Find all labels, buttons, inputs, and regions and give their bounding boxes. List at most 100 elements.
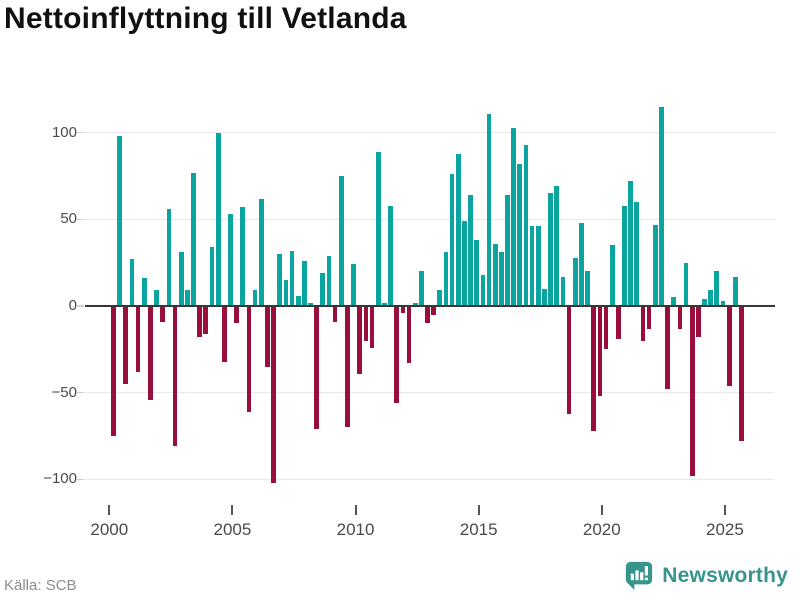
y-axis-label: 0 bbox=[68, 297, 77, 314]
bar bbox=[412, 302, 418, 306]
bar bbox=[665, 306, 670, 390]
bar bbox=[117, 136, 123, 306]
bar bbox=[437, 290, 443, 306]
bar bbox=[671, 297, 677, 306]
y-axis-tick bbox=[77, 391, 84, 394]
bar bbox=[443, 252, 449, 306]
bar bbox=[425, 306, 430, 324]
bar bbox=[185, 290, 190, 306]
bar bbox=[677, 306, 683, 329]
bar bbox=[246, 306, 252, 412]
bar bbox=[129, 259, 135, 306]
bar bbox=[720, 300, 726, 306]
bar bbox=[418, 271, 424, 306]
bar bbox=[585, 271, 590, 306]
x-axis-label: 2000 bbox=[90, 520, 129, 539]
bar bbox=[462, 221, 467, 306]
x-axis-tick bbox=[600, 505, 603, 515]
bar bbox=[702, 299, 707, 306]
bar bbox=[363, 306, 369, 341]
bar bbox=[160, 306, 166, 322]
bar bbox=[148, 306, 153, 400]
x-axis-label: 2020 bbox=[582, 520, 621, 539]
gridline bbox=[85, 391, 775, 394]
bar bbox=[548, 193, 553, 306]
bar bbox=[511, 127, 517, 306]
bar bbox=[597, 306, 603, 397]
x-axis-tick bbox=[108, 505, 111, 515]
bar bbox=[560, 276, 566, 306]
y-axis-tick bbox=[77, 478, 84, 481]
bar bbox=[215, 132, 221, 306]
y-axis-label: 100 bbox=[51, 123, 77, 141]
chart-title: Nettoinflyttning till Vetlanda bbox=[4, 2, 407, 35]
y-axis-tick bbox=[77, 305, 84, 307]
bar bbox=[382, 302, 387, 306]
bar bbox=[726, 306, 732, 386]
bar bbox=[732, 276, 738, 306]
bar bbox=[449, 174, 455, 306]
bar bbox=[603, 306, 609, 350]
bar bbox=[609, 245, 615, 306]
bar bbox=[258, 198, 264, 306]
bar bbox=[191, 172, 196, 306]
bar bbox=[178, 252, 184, 306]
bar bbox=[640, 306, 646, 341]
bar bbox=[739, 306, 744, 442]
bar bbox=[492, 243, 498, 306]
bar bbox=[203, 306, 209, 334]
bar bbox=[221, 306, 227, 362]
x-axis-tick bbox=[723, 505, 726, 515]
bar bbox=[154, 290, 159, 306]
y-axis-label: −50 bbox=[51, 383, 77, 401]
bar bbox=[271, 306, 276, 483]
y-axis-label: 50 bbox=[60, 210, 77, 228]
y-axis-tick bbox=[77, 218, 84, 221]
source-attribution: Källa: SCB bbox=[4, 577, 77, 594]
bar bbox=[209, 247, 215, 306]
bar bbox=[406, 306, 412, 364]
bar bbox=[283, 280, 289, 306]
bar bbox=[400, 306, 406, 313]
bar bbox=[277, 254, 283, 306]
bar bbox=[634, 202, 640, 306]
bar bbox=[529, 226, 535, 306]
bar bbox=[615, 306, 621, 339]
bar bbox=[689, 306, 695, 476]
bar bbox=[708, 290, 714, 306]
bar bbox=[652, 224, 658, 306]
x-axis-label: 2005 bbox=[213, 520, 252, 539]
x-axis-tick bbox=[477, 505, 480, 515]
bar bbox=[480, 274, 486, 306]
bar bbox=[696, 306, 701, 338]
bar bbox=[172, 306, 178, 447]
bar bbox=[357, 306, 363, 374]
bar bbox=[302, 260, 307, 306]
gridline bbox=[85, 478, 775, 481]
bar bbox=[566, 306, 572, 414]
bar bbox=[542, 288, 547, 306]
bar bbox=[505, 195, 510, 306]
bar bbox=[308, 302, 313, 306]
bar bbox=[499, 252, 504, 306]
x-axis-label: 2015 bbox=[459, 520, 498, 539]
bar bbox=[228, 214, 233, 306]
bar bbox=[517, 163, 523, 306]
bar bbox=[295, 295, 301, 306]
gridline bbox=[85, 218, 775, 221]
bar bbox=[523, 144, 529, 306]
bar bbox=[141, 278, 147, 306]
bar bbox=[394, 306, 400, 404]
x-axis-tick bbox=[354, 505, 357, 515]
bar bbox=[289, 250, 295, 306]
newsworthy-bubble-chart-icon bbox=[624, 560, 654, 591]
bar bbox=[375, 151, 381, 306]
bar bbox=[234, 306, 239, 324]
bar bbox=[572, 257, 578, 306]
bar bbox=[468, 195, 473, 306]
bar bbox=[591, 306, 597, 431]
bar bbox=[554, 186, 560, 306]
bar bbox=[345, 306, 350, 428]
bar bbox=[714, 271, 720, 306]
